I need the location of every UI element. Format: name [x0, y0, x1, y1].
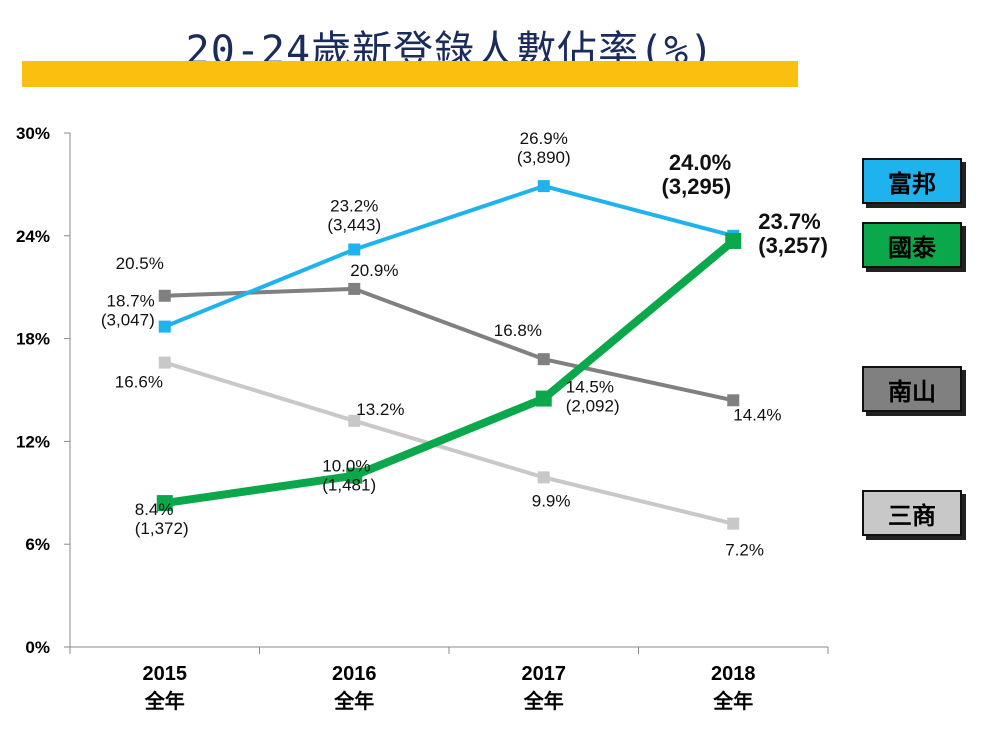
- legend-cathay: 國泰: [862, 222, 962, 268]
- y-tick-label: 6%: [25, 535, 50, 554]
- x-tick-label-period: 全年: [333, 689, 374, 713]
- data-label: 16.6%: [115, 373, 163, 392]
- data-label: (3,443): [327, 216, 381, 235]
- data-label: 16.8%: [494, 321, 542, 340]
- y-tick-label: 0%: [25, 638, 50, 657]
- data-point: [158, 320, 171, 333]
- x-tick-label-year: 2017: [522, 663, 567, 685]
- series-line: [164, 360, 734, 526]
- data-label: 9.9%: [532, 491, 571, 510]
- data-label: (3,890): [517, 148, 571, 167]
- data-label: (3,047): [101, 311, 155, 330]
- data-label: (3,295): [662, 174, 732, 199]
- data-point: [727, 517, 740, 530]
- data-label: 14.4%: [733, 405, 781, 424]
- data-label: 13.2%: [356, 400, 404, 419]
- data-label: 10.0%: [322, 457, 370, 476]
- x-tick-label-period: 全年: [712, 689, 753, 713]
- data-point: [537, 180, 550, 193]
- data-label: (1,372): [135, 519, 189, 538]
- legend-nanshan: 南山: [862, 366, 962, 412]
- data-label: 8.4%: [135, 500, 174, 519]
- series-line: [164, 237, 736, 508]
- x-tick-label-year: 2018: [711, 663, 756, 685]
- x-tick-label-year: 2016: [332, 663, 377, 685]
- legend-label: 南山: [888, 377, 936, 406]
- data-point: [727, 394, 740, 407]
- y-tick-label: 24%: [16, 227, 50, 246]
- legend-label: 國泰: [888, 233, 936, 262]
- data-label: (3,257): [758, 233, 828, 258]
- data-point: [348, 282, 361, 295]
- x-tick-label-period: 全年: [523, 689, 564, 713]
- y-tick-label: 18%: [16, 330, 50, 349]
- data-point: [537, 471, 550, 484]
- data-label: (2,092): [566, 397, 620, 416]
- data-point: [158, 356, 171, 369]
- data-label: 20.9%: [350, 261, 398, 280]
- title-underline-bar: [22, 61, 798, 87]
- data-point: [348, 243, 361, 256]
- x-tick-label-year: 2015: [143, 663, 188, 685]
- data-point: [348, 414, 361, 427]
- data-label: 24.0%: [669, 150, 731, 175]
- y-tick-label: 12%: [16, 432, 50, 451]
- data-point: [158, 289, 171, 302]
- data-label: 23.7%: [758, 209, 820, 234]
- data-label: 14.5%: [566, 378, 614, 397]
- data-label: 23.2%: [330, 197, 378, 216]
- data-point: [725, 232, 742, 249]
- data-point: [535, 390, 552, 407]
- data-label: 26.9%: [520, 129, 568, 148]
- series-line: [163, 184, 734, 329]
- data-label: (1,481): [322, 476, 376, 495]
- series-line: [164, 286, 734, 403]
- legend-label: 富邦: [888, 169, 936, 198]
- y-tick-label: 30%: [16, 124, 50, 143]
- data-point: [156, 495, 173, 512]
- data-label: 20.5%: [116, 254, 164, 273]
- x-tick-label-period: 全年: [144, 689, 185, 713]
- legend-sanshang: 三商: [862, 490, 962, 536]
- data-point: [346, 467, 363, 484]
- data-point: [537, 353, 550, 366]
- legend-fubon: 富邦: [862, 158, 962, 204]
- data-label: 7.2%: [725, 541, 764, 560]
- legend-label: 三商: [888, 501, 936, 530]
- data-label: 18.7%: [107, 292, 155, 311]
